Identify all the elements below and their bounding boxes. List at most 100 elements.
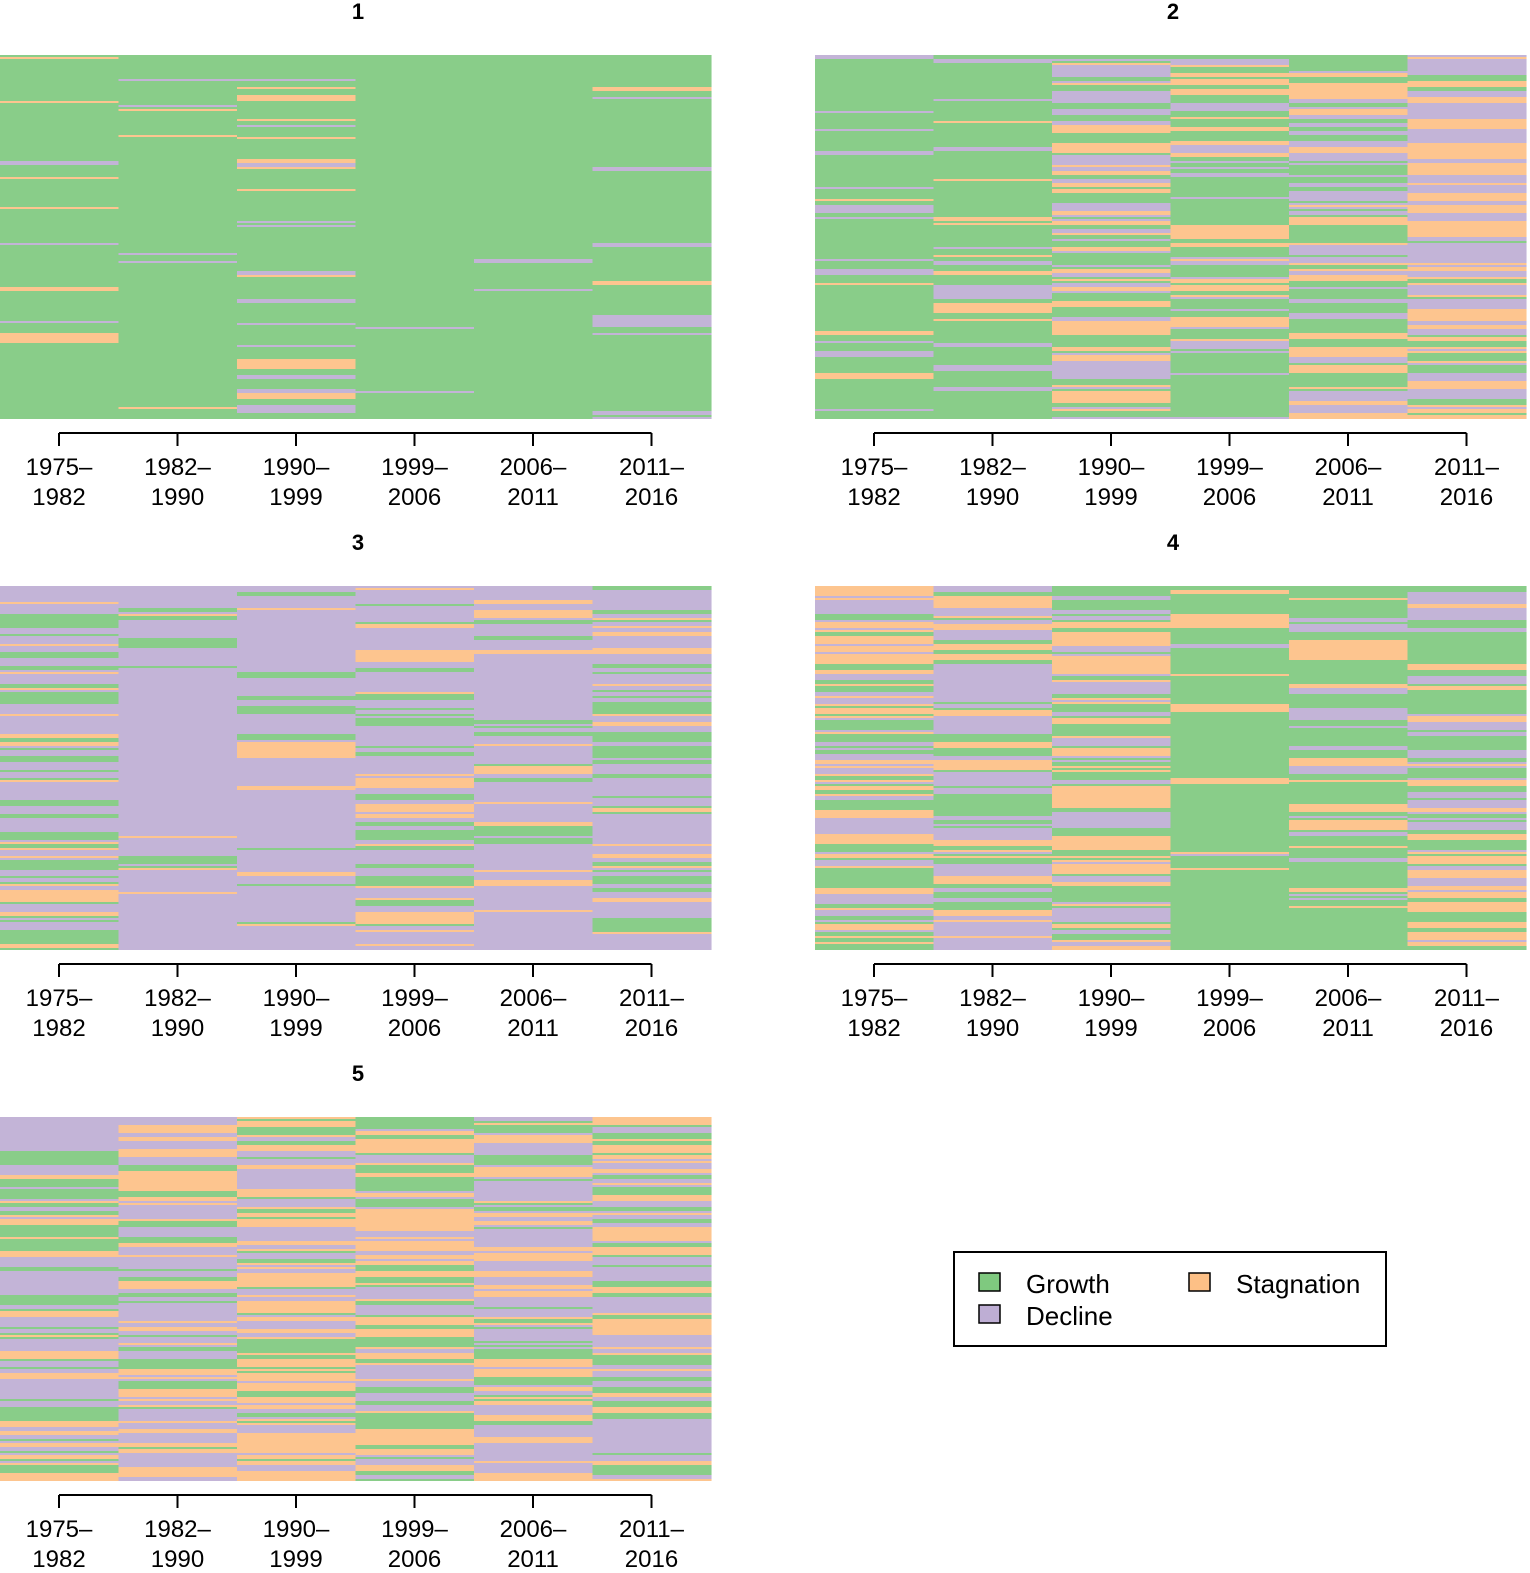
sequence-line: [1170, 341, 1290, 343]
sequence-line: [815, 774, 934, 776]
sequence-line: [355, 1143, 475, 1145]
sequence-line: [118, 1175, 238, 1177]
sequence-line: [1052, 127, 1171, 129]
sequence-line: [1407, 866, 1527, 868]
sequence-line: [592, 754, 712, 756]
sequence-line: [0, 1357, 119, 1359]
sequence-line: [1407, 678, 1527, 680]
sequence-line: [815, 590, 934, 592]
sequence-line: [592, 1479, 712, 1481]
sequence-line: [592, 712, 712, 714]
sequence-line: [474, 1259, 593, 1261]
sequence-line: [0, 698, 119, 700]
sequence-line: [0, 1439, 119, 1441]
sequence-line: [1052, 718, 1171, 720]
sequence-line: [0, 1245, 119, 1247]
sequence-line: [1407, 618, 1527, 620]
cluster-panel-2: 21975–19821982–19901990–19991999–2006200…: [815, 0, 1527, 511]
sequence-line: [118, 1447, 238, 1449]
sequence-line: [1170, 339, 1290, 341]
sequence-line: [118, 1347, 238, 1349]
sequence-line: [237, 1137, 356, 1139]
sequence-line: [1170, 285, 1290, 287]
sequence-line: [1407, 724, 1527, 726]
sequence-line: [815, 716, 934, 718]
sequence-line: [592, 746, 712, 748]
sequence-line: [815, 940, 934, 942]
sequence-line: [1289, 203, 1408, 205]
sequence-line: [1170, 622, 1290, 624]
sequence-line: [1407, 153, 1527, 155]
sequence-line: [1052, 860, 1171, 862]
sequence-line: [0, 626, 119, 628]
sequence-line: [118, 1183, 238, 1185]
sequence-line: [1289, 245, 1408, 247]
sequence-line: [933, 389, 1053, 391]
sequence-line: [474, 824, 593, 826]
sequence-line: [0, 780, 119, 782]
sequence-line: [0, 1333, 119, 1335]
sequence-line: [0, 1223, 119, 1225]
sequence-line: [1289, 816, 1408, 818]
sequence-line: [355, 1331, 475, 1333]
sequence-line: [933, 854, 1053, 856]
sequence-line: [1289, 393, 1408, 395]
sequence-line: [592, 1221, 712, 1223]
sequence-line: [118, 1179, 238, 1181]
sequence-line: [474, 770, 593, 772]
sequence-line: [474, 289, 593, 291]
tick-label: 2011–: [619, 1516, 685, 1543]
sequence-line: [237, 872, 356, 874]
sequence-line: [0, 936, 119, 938]
sequence-line: [592, 1329, 712, 1331]
sequence-line: [237, 1351, 356, 1353]
sequence-line: [474, 620, 593, 622]
sequence-line: [1289, 199, 1408, 201]
sequence-line: [1170, 287, 1290, 289]
sequence-line: [815, 618, 934, 620]
sequence-line: [1052, 878, 1171, 880]
sequence-line: [1052, 179, 1171, 181]
sequence-line: [592, 722, 712, 724]
sequence-line: [355, 752, 475, 754]
sequence-line: [1052, 920, 1171, 922]
sequence-line: [1407, 860, 1527, 862]
sequence-line: [1289, 690, 1408, 692]
sequence-line: [815, 878, 934, 880]
sequence-line: [592, 586, 712, 588]
sequence-line: [933, 914, 1053, 916]
sequence-line: [933, 642, 1053, 644]
sequence-line: [1052, 317, 1171, 319]
sequence-line: [1289, 355, 1408, 357]
sequence-line: [592, 87, 712, 89]
sequence-line: [237, 1177, 356, 1179]
sequence-line: [1289, 91, 1408, 93]
sequence-line: [355, 786, 475, 788]
sequence-line: [237, 1327, 356, 1329]
sequence-line: [355, 806, 475, 808]
sequence-line: [355, 1289, 475, 1291]
sequence-line: [118, 1225, 238, 1227]
sequence-line: [815, 682, 934, 684]
tick-label: 2011: [1322, 1015, 1374, 1042]
sequence-line: [1289, 766, 1408, 768]
sequence-line: [592, 620, 712, 622]
sequence-line: [1289, 73, 1408, 75]
sequence-line: [1407, 415, 1527, 417]
sequence-line: [592, 1227, 712, 1229]
sequence-line: [118, 1293, 238, 1295]
sequence-line: [1407, 225, 1527, 227]
sequence-line: [933, 850, 1053, 852]
sequence-line: [237, 393, 356, 395]
sequence-line: [592, 1197, 712, 1199]
tick-label: 1982: [32, 1015, 85, 1042]
sequence-line: [474, 1221, 593, 1223]
sequence-line: [118, 1237, 238, 1239]
tick-label: 2006–: [500, 1516, 567, 1543]
sequence-line: [0, 1311, 119, 1313]
sequence-line: [1407, 834, 1527, 836]
sequence-line: [933, 662, 1053, 664]
sequence-line: [118, 1475, 238, 1477]
sequence-line: [118, 1177, 238, 1179]
sequence-line: [0, 696, 119, 698]
